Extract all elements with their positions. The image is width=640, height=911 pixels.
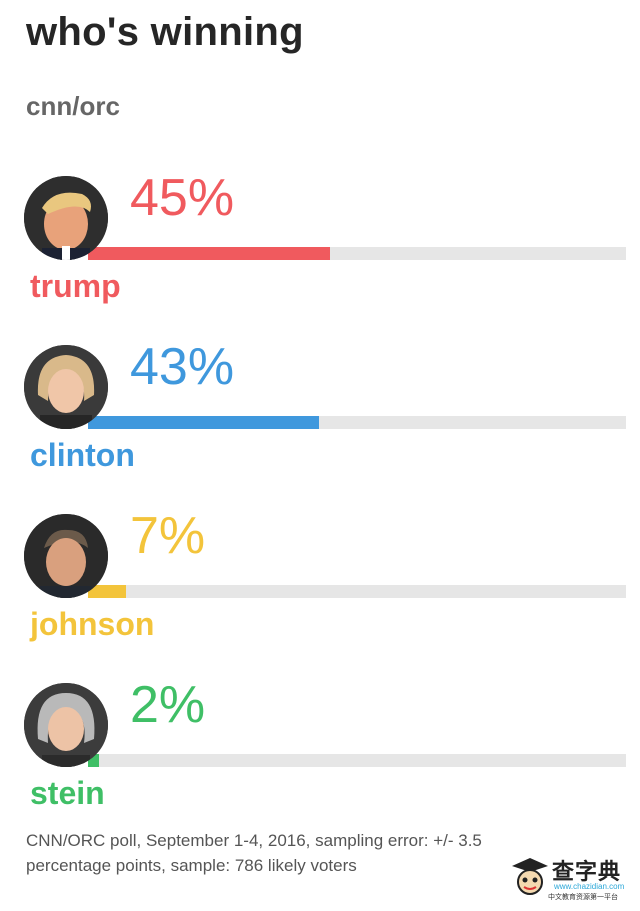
watermark-logo: 查字典 www.chazidian.com 中文教育资源第一平台 [508, 852, 628, 904]
johnson-percentage: 7% [130, 507, 206, 565]
candidate-stein: 2% stein [0, 679, 640, 843]
chart-title: who's winning [26, 10, 304, 54]
clinton-name: clinton [30, 437, 135, 473]
johnson-name: johnson [30, 606, 155, 642]
johnson-bar [88, 585, 126, 598]
trump-bar [88, 247, 331, 260]
logo-brand: 查字典 [552, 859, 622, 884]
stein-bar-track [88, 754, 626, 767]
candidate-trump: 45% trump [0, 172, 640, 336]
logo-tagline: 中文教育资源第一平台 [548, 894, 618, 901]
stein-bar [88, 754, 99, 767]
trump-photo [24, 176, 108, 260]
stein-percentage: 2% [130, 676, 206, 734]
footnote: CNN/ORC poll, September 1-4, 2016, sampl… [26, 828, 546, 878]
clinton-photo [24, 345, 108, 429]
clinton-bar [88, 416, 320, 429]
candidate-clinton: 43% clinton [0, 341, 640, 505]
candidate-johnson: 7% johnson [0, 510, 640, 674]
stein-name: stein [30, 775, 105, 811]
footnote-line-1: CNN/ORC poll, September 1-4, 2016, sampl… [26, 831, 482, 850]
logo-domain: www.chazidian.com [554, 882, 625, 891]
clinton-bar-track [88, 416, 626, 429]
johnson-bar-track [88, 585, 626, 598]
trump-percentage: 45% [130, 169, 235, 227]
mascot-icon [512, 858, 548, 895]
clinton-percentage: 43% [130, 338, 235, 396]
stein-photo [24, 683, 108, 767]
chart-subtitle: cnn/orc [26, 91, 120, 121]
footnote-line-2: percentage points, sample: 786 likely vo… [26, 856, 357, 875]
johnson-photo [24, 514, 108, 598]
trump-name: trump [30, 268, 121, 304]
trump-bar-track [88, 247, 626, 260]
